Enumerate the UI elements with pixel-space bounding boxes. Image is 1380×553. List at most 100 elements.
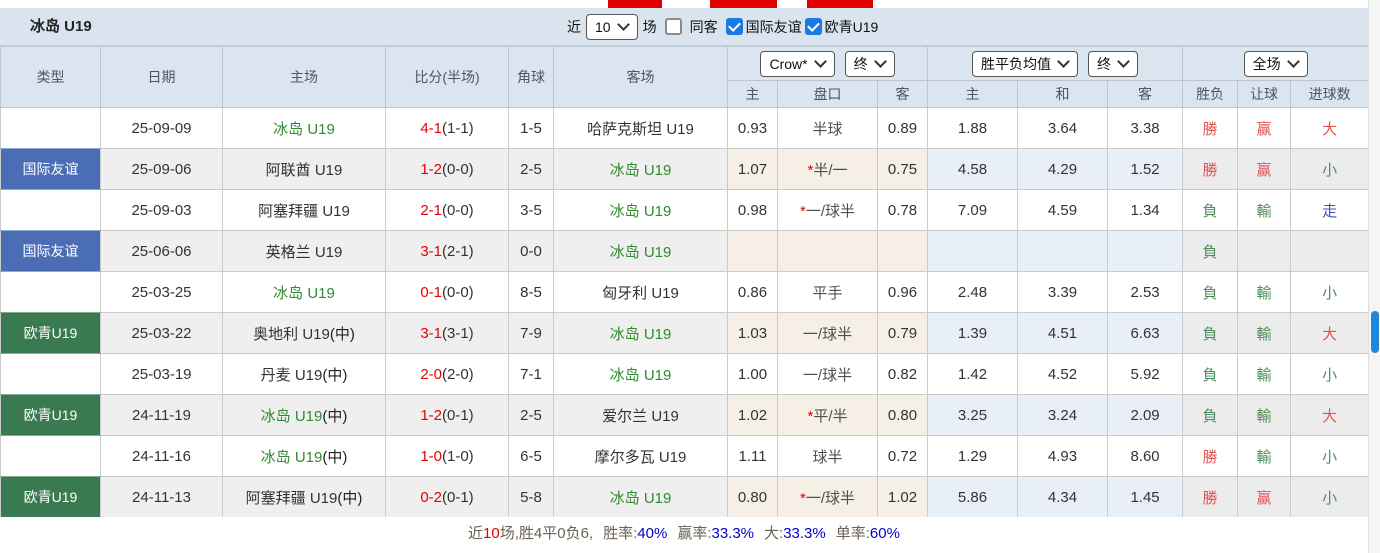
friendly-checkbox[interactable] xyxy=(725,18,743,35)
top-red-tab-1[interactable] xyxy=(608,0,662,8)
away-team-name[interactable]: 冰岛 U19 xyxy=(609,325,672,343)
away-team-name[interactable]: 爱尔兰 U19 xyxy=(602,407,679,425)
match-type-badge: 欧青U19 xyxy=(0,394,101,436)
home-team-name[interactable]: 阿塞拜疆 U19 xyxy=(245,489,338,507)
home-team-name[interactable]: 冰岛 U19 xyxy=(273,284,335,302)
col-header-avg-home: 主 xyxy=(927,80,1019,108)
fulltime-score: 3-1 xyxy=(420,242,442,260)
away-team-name[interactable]: 冰岛 U19 xyxy=(609,366,672,384)
home-team-name[interactable]: 阿塞拜疆 U19 xyxy=(258,202,350,220)
goals-result-cell: 走 xyxy=(1290,189,1370,231)
corners-cell: 2-5 xyxy=(508,394,554,436)
summary-record: 场,胜4平0负6, xyxy=(499,525,594,542)
handicap-result-cell: 赢 xyxy=(1237,148,1292,190)
fulltime-score: 2-0 xyxy=(420,365,442,383)
home-team-cell: 阿塞拜疆 U19(中) xyxy=(222,476,386,518)
away-team-name[interactable]: 冰岛 U19 xyxy=(609,202,672,220)
fulltime-score: 1-0 xyxy=(420,447,442,465)
chevron-down-icon xyxy=(813,55,827,68)
team-title: 冰岛 U19 xyxy=(30,18,92,35)
home-team-name[interactable]: 冰岛 U19 xyxy=(260,407,323,425)
home-team-name[interactable]: 阿联酋 U19 xyxy=(265,161,343,179)
result-cell: 負 xyxy=(1182,312,1239,354)
odds-home-cell: 0.93 xyxy=(727,107,778,149)
handicap-value: 平/半 xyxy=(813,407,848,425)
score-cell: 0-2(0-1) xyxy=(385,476,509,518)
scrollbar[interactable] xyxy=(1368,0,1380,553)
avg-time-select[interactable]: 终 xyxy=(1088,50,1139,77)
underdog-star: * xyxy=(799,489,806,507)
match-type-badge: 欧青U19 xyxy=(0,271,101,313)
avg-away-cell: 2.53 xyxy=(1107,271,1184,313)
away-team-name[interactable]: 冰岛 U19 xyxy=(609,243,672,261)
score-cell: 0-1(0-0) xyxy=(385,271,509,313)
col-header-avg-draw: 和 xyxy=(1017,80,1109,108)
single-rate-value: 60% xyxy=(869,525,900,542)
home-team-name[interactable]: 丹麦 U19 xyxy=(260,366,323,384)
home-team-name[interactable]: 英格兰 U19 xyxy=(265,243,343,261)
avg-draw-cell: 4.34 xyxy=(1017,476,1109,518)
result-cell: 勝 xyxy=(1182,107,1239,149)
home-team-suffix: (中) xyxy=(322,448,348,466)
result-cell: 負 xyxy=(1182,394,1239,436)
avg-away-cell: 1.52 xyxy=(1107,148,1184,190)
home-team-name[interactable]: 冰岛 U19 xyxy=(273,120,335,138)
home-team-cell: 冰岛 U19(中) xyxy=(222,435,386,477)
handicap-value: 一/球半 xyxy=(802,325,853,343)
avg-away-cell: 8.60 xyxy=(1107,435,1184,477)
avg-draw-cell: 4.93 xyxy=(1017,435,1109,477)
section-header: 冰岛 U19 近 10 场 同客 国际友谊 欧青U19 xyxy=(0,8,1380,46)
euro-checkbox[interactable] xyxy=(804,18,822,35)
away-team-name[interactable]: 冰岛 U19 xyxy=(609,489,672,507)
chevron-down-icon xyxy=(1286,55,1300,68)
avg-draw-cell: 4.59 xyxy=(1017,189,1109,231)
odds-time-value: 终 xyxy=(853,55,868,72)
recent-label: 近 xyxy=(567,18,581,35)
handicap-value: 一/球半 xyxy=(805,202,855,220)
handicap-cell: 球半 xyxy=(777,435,878,477)
col-header-type: 类型 xyxy=(0,46,101,108)
odds-home-cell: 1.11 xyxy=(727,435,778,477)
scope-select[interactable]: 全场 xyxy=(1243,50,1308,77)
home-team-suffix: (中) xyxy=(322,366,348,384)
away-team-name[interactable]: 匈牙利 U19 xyxy=(602,284,679,302)
table-row: 欧青U19 25-03-22 奥地利 U19(中) 3-1(3-1) 7-9 冰… xyxy=(0,312,1370,354)
handicap-value: 平手 xyxy=(812,284,843,302)
away-team-name[interactable]: 冰岛 U19 xyxy=(609,161,672,179)
handicap-result-cell: 輸 xyxy=(1237,189,1292,231)
odds-time-select[interactable]: 终 xyxy=(844,50,895,77)
table-row: 欧青U19 24-11-19 冰岛 U19(中) 1-2(0-1) 2-5 爱尔… xyxy=(0,394,1370,436)
home-team-name[interactable]: 奥地利 U19 xyxy=(253,325,330,343)
halftime-score: (0-0) xyxy=(442,160,474,178)
match-type-badge: 欧青U19 xyxy=(0,476,101,518)
away-team-cell: 冰岛 U19 xyxy=(553,148,728,190)
odds-away-cell: 0.96 xyxy=(876,271,929,313)
away-team-name[interactable]: 摩尔多瓦 U19 xyxy=(594,448,687,466)
corners-cell: 2-5 xyxy=(508,148,554,190)
avg-select[interactable]: 胜平负均值 xyxy=(972,50,1079,77)
goals-result-cell: 小 xyxy=(1290,271,1370,313)
summary-recent-label: 近 xyxy=(468,525,484,542)
avg-home-cell: 2.48 xyxy=(927,271,1019,313)
handicap-value: 半球 xyxy=(812,120,843,138)
away-team-cell: 爱尔兰 U19 xyxy=(553,394,728,436)
match-date: 24-11-16 xyxy=(100,435,223,477)
handicap-cell: 平手 xyxy=(777,271,878,313)
top-red-tab-3[interactable] xyxy=(807,0,873,8)
avg-away-cell: 3.38 xyxy=(1107,107,1184,149)
odds-company-select[interactable]: Crow* xyxy=(760,50,835,77)
handicap-value: 半/一 xyxy=(813,161,848,179)
same-away-checkbox[interactable] xyxy=(664,18,682,35)
match-type-badge: 欧青U19 xyxy=(0,353,101,395)
match-date: 25-06-06 xyxy=(100,230,223,272)
avg-draw-cell: 3.64 xyxy=(1017,107,1109,149)
goals-result-cell: 大 xyxy=(1290,107,1370,149)
away-team-name[interactable]: 哈萨克斯坦 U19 xyxy=(587,120,694,138)
scrollbar-thumb[interactable] xyxy=(1371,311,1379,353)
avg-home-cell: 7.09 xyxy=(927,189,1019,231)
recent-count-select[interactable]: 10 xyxy=(586,13,638,40)
handicap-result-cell: 輸 xyxy=(1237,353,1292,395)
home-team-name[interactable]: 冰岛 U19 xyxy=(260,448,323,466)
top-red-tab-2[interactable] xyxy=(710,0,777,8)
